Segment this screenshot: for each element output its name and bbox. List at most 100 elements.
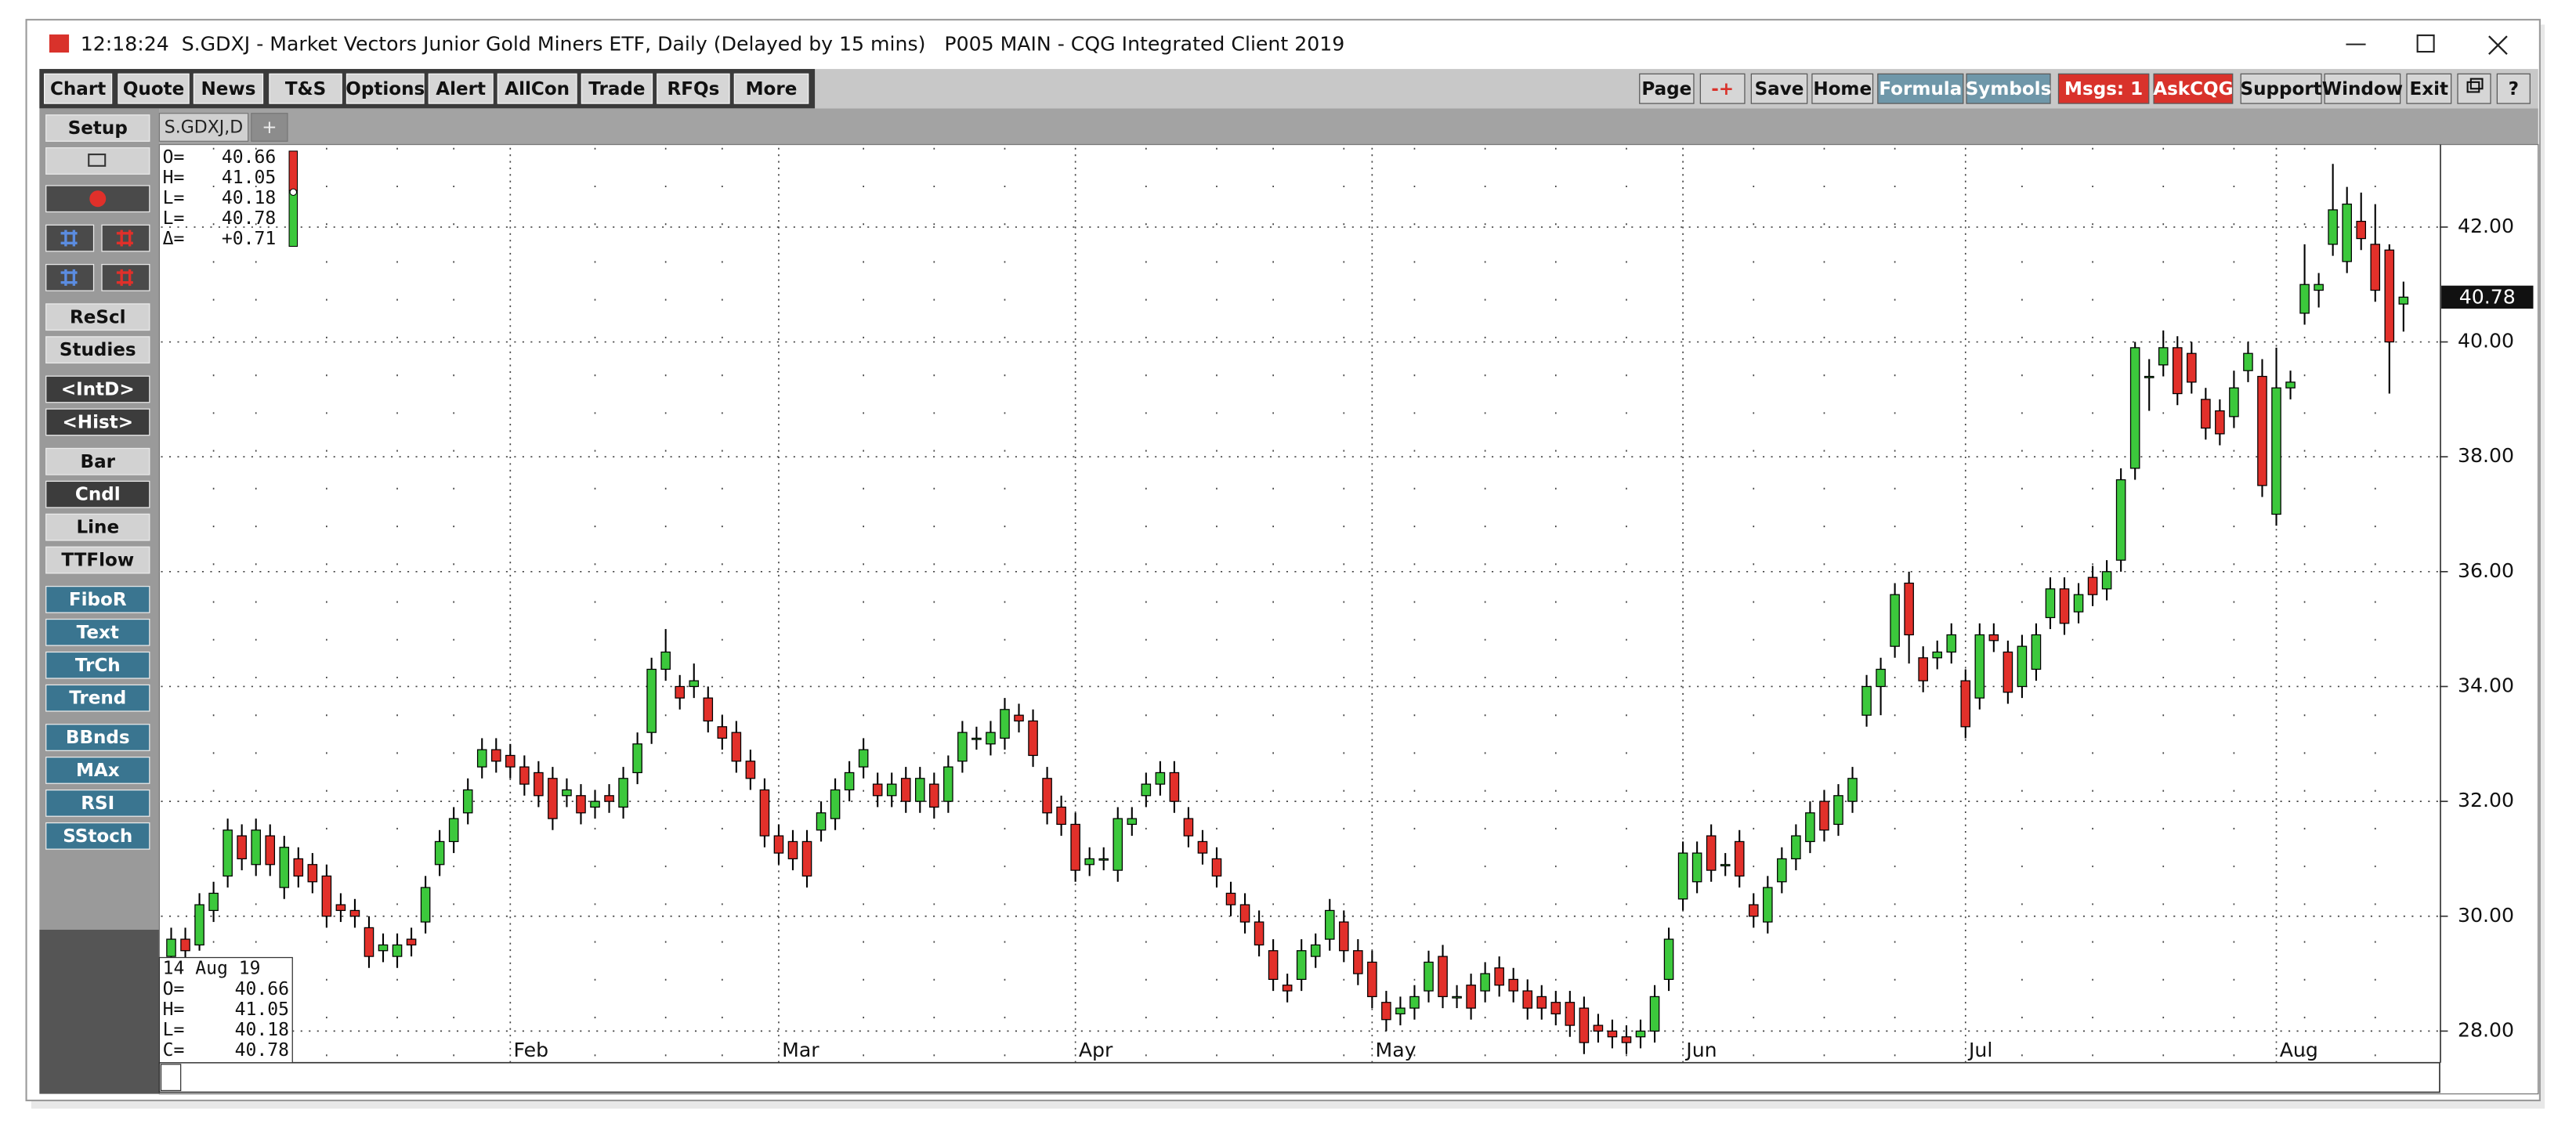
candle-body xyxy=(1141,783,1152,797)
toolbar-button-label: Home xyxy=(1813,79,1872,99)
candle-body xyxy=(2003,651,2013,693)
date-box-label: O= xyxy=(163,979,185,999)
cursor-bar-top xyxy=(288,150,298,191)
candle-body xyxy=(900,778,911,802)
side-button-label: Bar xyxy=(81,452,116,472)
print-button[interactable] xyxy=(45,147,150,175)
candle-body xyxy=(660,651,671,670)
toolbar-button[interactable] xyxy=(346,73,425,104)
candle-body xyxy=(1536,996,1547,1009)
toolbar-button[interactable] xyxy=(657,73,730,104)
side-button[interactable] xyxy=(45,585,150,613)
candle-body xyxy=(1833,795,1843,826)
tool-button[interactable] xyxy=(101,224,150,252)
candle-body xyxy=(689,680,700,688)
candle-body xyxy=(1169,772,1180,802)
side-button-label: TrCh xyxy=(75,656,121,676)
date-box-value: 40.66 xyxy=(235,979,289,999)
candle-body xyxy=(801,840,812,877)
side-button[interactable] xyxy=(45,114,150,142)
candle-body xyxy=(1861,685,1872,716)
toolbar-button[interactable] xyxy=(733,73,809,104)
candle-body xyxy=(886,783,897,797)
toolbar-button[interactable] xyxy=(1877,73,1964,104)
toolbar-button[interactable] xyxy=(2406,73,2452,104)
info-label: L= xyxy=(163,188,185,208)
tool-button[interactable] xyxy=(45,263,95,291)
candle-body xyxy=(2356,220,2367,240)
candle-body xyxy=(1988,634,1999,641)
toolbar-button[interactable] xyxy=(43,73,113,104)
toolbar-button[interactable] xyxy=(581,73,653,104)
side-button[interactable] xyxy=(45,651,150,679)
close-button[interactable] xyxy=(2488,35,2508,56)
toolbar-button[interactable] xyxy=(1966,73,2051,104)
candle-body xyxy=(1819,800,1829,831)
side-button[interactable] xyxy=(45,546,150,574)
side-button[interactable] xyxy=(45,618,150,646)
candle-body xyxy=(1635,1030,1646,1038)
side-button[interactable] xyxy=(45,303,150,331)
candle-body xyxy=(448,818,459,843)
info-label: Δ= xyxy=(163,229,185,249)
side-button[interactable] xyxy=(45,789,150,817)
side-button[interactable] xyxy=(45,822,150,850)
candle-body xyxy=(986,732,996,745)
toolbar-button[interactable] xyxy=(1750,73,1808,104)
toolbar-button-label: AskCQG xyxy=(2153,79,2233,99)
toolbar-button[interactable] xyxy=(2153,73,2234,104)
window-title: 12:18:24 S.GDXJ - Market Vectors Junior … xyxy=(81,33,1345,56)
side-button[interactable] xyxy=(45,336,150,364)
candle-body xyxy=(1324,909,1335,940)
toolbar-button[interactable] xyxy=(497,73,577,104)
side-button[interactable] xyxy=(45,757,150,784)
candle-body xyxy=(773,835,784,854)
side-button-label: TTFlow xyxy=(61,551,134,571)
side-button[interactable] xyxy=(45,375,150,403)
side-button-label: <IntD> xyxy=(61,380,135,400)
toolbar-button[interactable] xyxy=(118,73,190,104)
tab-add[interactable] xyxy=(251,113,288,142)
toolbar-button[interactable] xyxy=(2324,73,2401,104)
candle-body xyxy=(731,732,742,762)
side-button-label: Cndl xyxy=(75,485,121,505)
date-box-label: H= xyxy=(163,999,185,1020)
toolbar-button[interactable] xyxy=(2496,73,2531,104)
toolbar-button[interactable] xyxy=(1811,73,1874,104)
candle-body xyxy=(279,847,290,888)
maximize-button[interactable] xyxy=(2416,34,2435,53)
side-button[interactable] xyxy=(45,447,150,475)
tool-button[interactable] xyxy=(45,224,95,252)
toolbar-button[interactable] xyxy=(428,73,494,104)
toolbar-button[interactable] xyxy=(2057,73,2150,104)
side-button-label: RSI xyxy=(81,793,114,814)
candle-body xyxy=(1677,852,1688,900)
candle-body xyxy=(1452,996,1462,999)
axis-corner xyxy=(160,1064,182,1091)
candle-body xyxy=(1197,840,1208,854)
toolbar-button[interactable] xyxy=(1639,73,1695,104)
side-button[interactable] xyxy=(45,480,150,508)
candle-body xyxy=(251,829,261,866)
candle-body xyxy=(476,749,487,768)
toolbar-button-label: Support xyxy=(2240,79,2321,99)
candle-body xyxy=(858,749,869,768)
side-button[interactable] xyxy=(45,513,150,541)
date-box xyxy=(158,956,293,1064)
candle-body xyxy=(1763,887,1773,923)
side-button-label: FiboR xyxy=(69,590,127,610)
tool-button[interactable] xyxy=(101,263,150,291)
side-button-label: <Hist> xyxy=(62,412,133,432)
side-button[interactable] xyxy=(45,724,150,751)
tab[interactable] xyxy=(158,113,249,142)
toolbar-button[interactable] xyxy=(193,73,264,104)
toolbar-button[interactable] xyxy=(269,73,342,104)
side-button[interactable] xyxy=(45,408,150,436)
candle-body xyxy=(2187,352,2197,383)
side-button[interactable] xyxy=(45,684,150,712)
toolbar-button[interactable] xyxy=(1699,73,1746,104)
month-label: Feb xyxy=(514,1039,549,1061)
toolbar-button[interactable] xyxy=(2240,73,2322,104)
candle-body xyxy=(1508,978,1518,992)
